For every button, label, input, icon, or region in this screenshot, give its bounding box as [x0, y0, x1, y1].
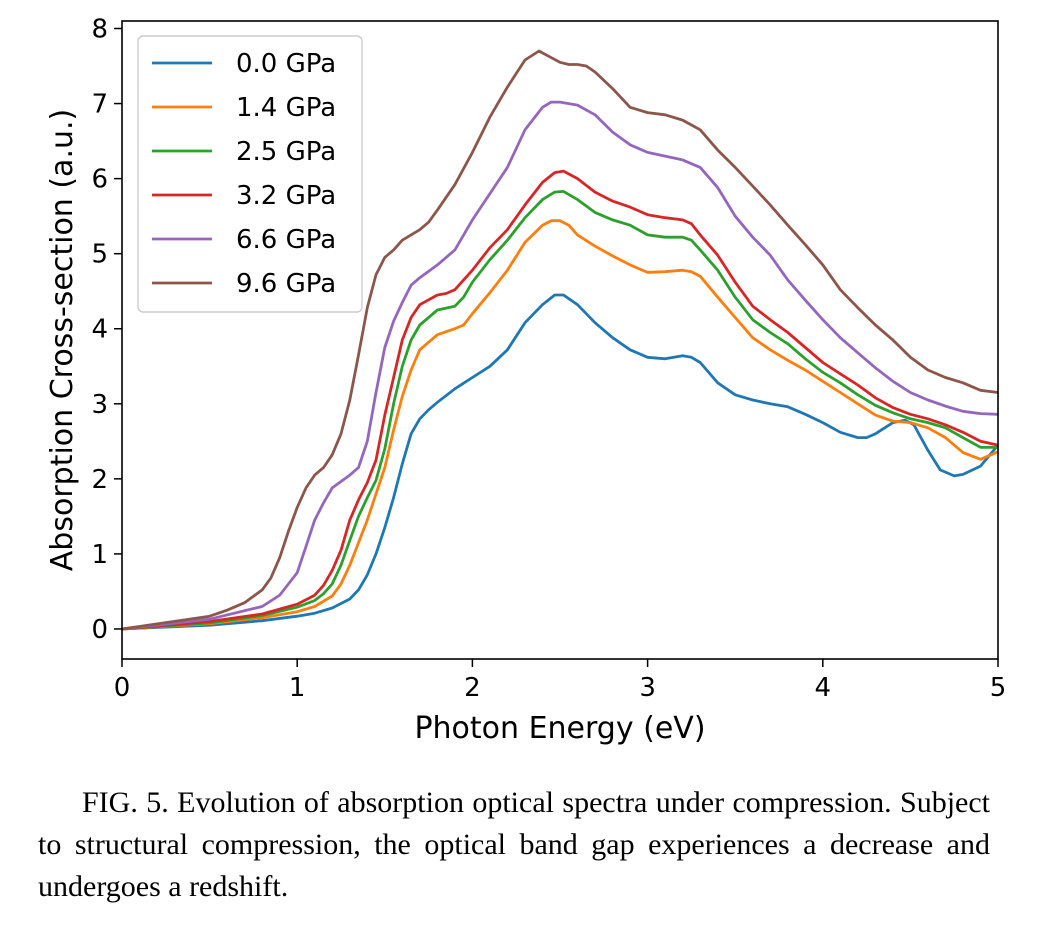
- series-line-3: [121, 169, 999, 631]
- y-tick-label: 8: [91, 15, 108, 45]
- legend-label: 0.0 GPa: [236, 49, 336, 79]
- y-tick-label: 3: [91, 390, 108, 420]
- y-axis-title: Absorption Cross-section (a.u.): [45, 109, 80, 571]
- x-tick-label: 3: [639, 673, 656, 703]
- y-tick-label: 7: [91, 90, 108, 120]
- legend-label: 3.2 GPa: [236, 181, 336, 211]
- plot-lines: [121, 49, 1000, 631]
- series-line-2: [121, 190, 998, 631]
- legend-label: 2.5 GPa: [236, 137, 336, 167]
- y-tick-label: 5: [91, 240, 108, 270]
- series-line-0: [121, 293, 1000, 631]
- plot-frame: [121, 20, 999, 660]
- x-tick-label: 4: [815, 673, 832, 703]
- legend-label: 9.6 GPa: [236, 269, 336, 299]
- series-line-4: [121, 100, 999, 631]
- legend-box: [137, 35, 363, 313]
- legend-label: 1.4 GPa: [236, 93, 336, 123]
- absorption-chart: 0 1 2 3 4 5 0 1 2 3 4 5 6 7 8 Photon Energy (eV) Abso…: [45, 15, 1007, 746]
- legend-label: 6.6 GPa: [236, 225, 336, 255]
- y-tick-label: 1: [91, 540, 108, 570]
- x-tick-label: 1: [289, 673, 306, 703]
- x-tick-label: 2: [464, 673, 481, 703]
- y-tick-label: 2: [91, 465, 108, 495]
- x-axis-title: Photon Energy (eV): [414, 711, 705, 746]
- y-axis-ticks: 0 1 2 3 4 5 6 7 8: [91, 15, 122, 645]
- x-tick-label: 5: [990, 673, 1007, 703]
- legend: 0.0 GPa 1.4 GPa 2.5 GPa 3.2 GPa 6.6 GPa 9.6 G…: [137, 35, 363, 313]
- figure-caption: FIG. 5. Evolution of absorption optical …: [38, 786, 990, 903]
- series-line-5: [121, 49, 999, 631]
- y-tick-label: 4: [91, 315, 108, 345]
- x-axis-ticks: 0 1 2 3 4 5: [114, 659, 1007, 703]
- x-tick-label: 0: [114, 673, 131, 703]
- series-line-1: [121, 219, 999, 631]
- y-tick-label: 0: [91, 615, 108, 645]
- y-tick-label: 6: [91, 165, 108, 195]
